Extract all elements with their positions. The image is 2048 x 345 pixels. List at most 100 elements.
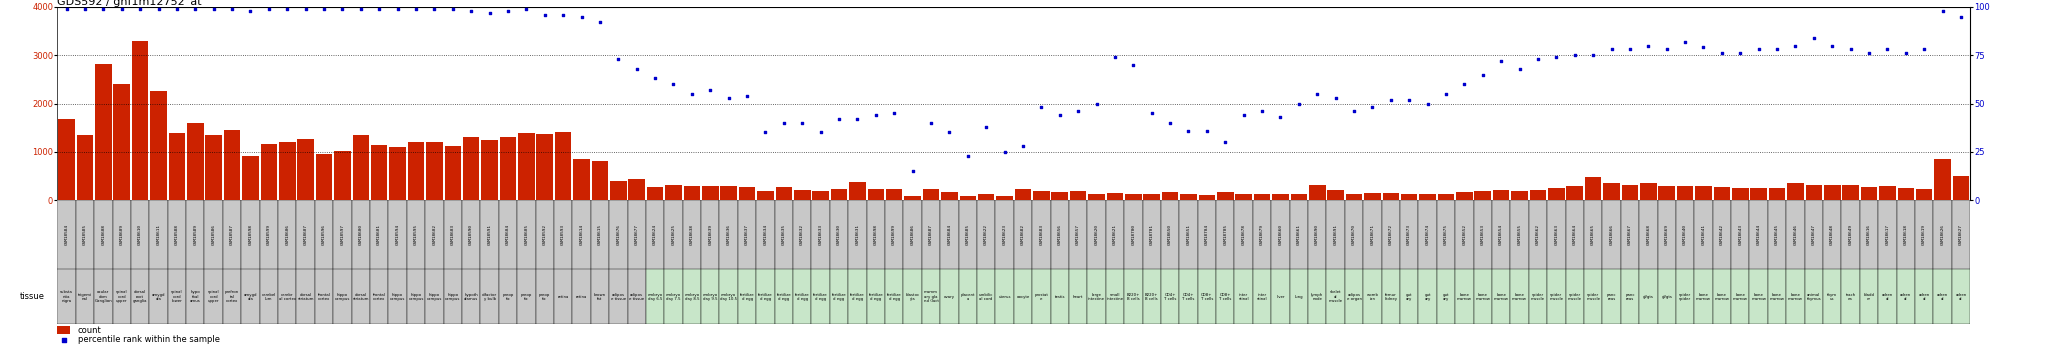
Point: [86, 6, 119, 12]
Text: dorsal
root
ganglia: dorsal root ganglia: [133, 290, 147, 303]
Bar: [1509, 200, 1528, 269]
Bar: [1198, 200, 1217, 269]
Bar: [1898, 188, 1915, 200]
Bar: [1565, 200, 1583, 269]
Text: GSM18614: GSM18614: [580, 224, 584, 245]
Text: hippo
campus: hippo campus: [389, 293, 406, 301]
Bar: [1014, 200, 1032, 269]
Point: [270, 6, 303, 12]
Bar: [1878, 200, 1896, 269]
Text: fertilize
d egg: fertilize d egg: [813, 293, 827, 301]
Point: [897, 168, 930, 174]
Text: GSM18679: GSM18679: [1260, 224, 1264, 245]
Point: [1042, 112, 1075, 118]
Bar: [1364, 200, 1382, 269]
Bar: [94, 65, 111, 200]
Bar: [1346, 200, 1364, 269]
Bar: [1952, 200, 1970, 269]
Bar: [315, 269, 334, 324]
Bar: [1548, 188, 1565, 200]
Bar: [1401, 200, 1419, 269]
Bar: [1933, 269, 1952, 324]
Text: embryo
day 8.5: embryo day 8.5: [684, 293, 700, 301]
Bar: [242, 200, 260, 269]
Text: GSM18591: GSM18591: [487, 224, 492, 245]
Text: GSM18704: GSM18704: [1204, 224, 1208, 245]
Bar: [1382, 200, 1401, 269]
Text: GSM18620: GSM18620: [1094, 224, 1098, 245]
Text: adren
al: adren al: [1937, 293, 1948, 301]
Bar: [1917, 188, 1933, 200]
Text: liver: liver: [1276, 295, 1284, 299]
Point: [602, 56, 635, 62]
Text: amygd
ala: amygd ala: [244, 293, 258, 301]
Bar: [94, 269, 113, 324]
Text: GSM18609: GSM18609: [119, 224, 123, 245]
Bar: [829, 200, 848, 269]
Bar: [1180, 269, 1198, 324]
Bar: [1309, 200, 1327, 269]
Bar: [1509, 269, 1528, 324]
Bar: [1565, 269, 1583, 324]
Text: umbilic
al cord: umbilic al cord: [979, 293, 993, 301]
Text: preop
tic: preop tic: [539, 293, 551, 301]
Bar: [1253, 200, 1272, 269]
Text: embryo
day 6.5: embryo day 6.5: [647, 293, 664, 301]
Text: fertilize
d egg: fertilize d egg: [868, 293, 883, 301]
Text: mamm
ary gla
nd (lact: mamm ary gla nd (lact: [924, 290, 938, 303]
Bar: [1638, 200, 1657, 269]
Point: [805, 130, 838, 135]
Bar: [1638, 269, 1657, 324]
Bar: [1786, 269, 1804, 324]
Point: [842, 116, 874, 122]
Text: GSM18632: GSM18632: [801, 224, 805, 245]
Bar: [150, 200, 168, 269]
Point: [1872, 47, 1905, 52]
Bar: [1364, 193, 1380, 200]
Bar: [223, 269, 242, 324]
Bar: [1124, 269, 1143, 324]
Text: GSM18678: GSM18678: [1241, 224, 1245, 245]
Point: [639, 76, 672, 81]
Bar: [463, 269, 481, 324]
Bar: [1438, 194, 1454, 200]
Bar: [113, 269, 131, 324]
Point: [1835, 47, 1868, 52]
Point: [510, 6, 543, 12]
Bar: [756, 200, 774, 269]
Bar: [1438, 200, 1456, 269]
Bar: [1696, 186, 1712, 200]
Bar: [408, 269, 426, 324]
Point: [1319, 95, 1352, 100]
Bar: [1804, 200, 1823, 269]
Text: GSM18616: GSM18616: [1868, 224, 1872, 245]
Text: hippo
campus: hippo campus: [444, 293, 461, 301]
Bar: [389, 269, 408, 324]
Text: spinal
cord
upper: spinal cord upper: [117, 290, 127, 303]
Text: hippo
campus: hippo campus: [334, 293, 350, 301]
Bar: [924, 188, 940, 200]
Bar: [1751, 188, 1767, 200]
Text: GSM18705: GSM18705: [1223, 224, 1227, 245]
Point: [768, 120, 801, 126]
Bar: [1622, 185, 1638, 200]
Bar: [1272, 194, 1288, 200]
Point: [1411, 101, 1444, 106]
Bar: [1419, 200, 1438, 269]
Bar: [1051, 269, 1069, 324]
Bar: [481, 140, 498, 200]
Bar: [922, 200, 940, 269]
Text: GSM18598: GSM18598: [248, 224, 252, 245]
Bar: [903, 269, 922, 324]
Text: GSM18691: GSM18691: [1333, 224, 1337, 245]
Bar: [1401, 194, 1417, 200]
Point: [1853, 50, 1886, 56]
Text: frontal
cortex: frontal cortex: [373, 293, 385, 301]
Text: GSM18646: GSM18646: [1794, 224, 1798, 245]
Point: [418, 6, 451, 12]
Point: [621, 66, 653, 71]
Bar: [1290, 269, 1309, 324]
Bar: [1712, 269, 1731, 324]
Bar: [1694, 269, 1712, 324]
Bar: [942, 192, 958, 200]
